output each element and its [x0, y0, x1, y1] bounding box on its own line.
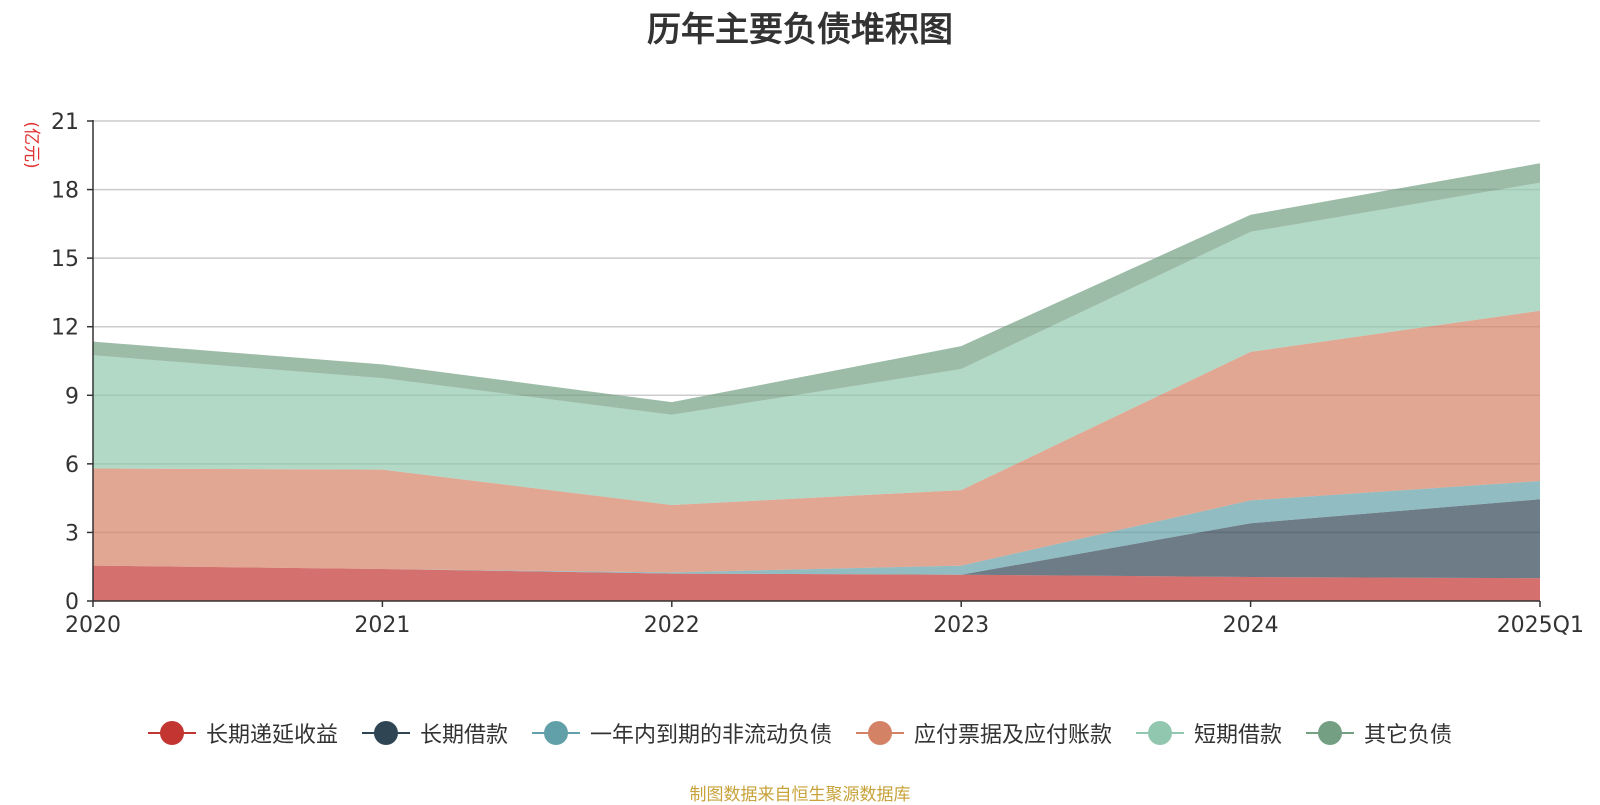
x-tick-label-5: 2025Q1: [1497, 613, 1584, 638]
x-tick-label-2: 2022: [644, 613, 700, 638]
legend-marker-icon: [1306, 720, 1355, 746]
x-tick-label-4: 2024: [1223, 613, 1279, 638]
legend-label: 短期借款: [1194, 723, 1283, 748]
legend-item-5[interactable]: 其它负债: [1306, 717, 1452, 749]
legend-marker-icon: [856, 720, 904, 746]
legend-item-1[interactable]: 长期借款: [361, 717, 508, 749]
legend-marker-icon: [531, 720, 580, 746]
legend-item-2[interactable]: 一年内到期的非流动负债: [531, 717, 832, 749]
x-tick-label-1: 2021: [354, 613, 410, 638]
legend-item-4[interactable]: 短期借款: [1136, 717, 1282, 749]
legend-label: 其它负债: [1364, 723, 1453, 748]
chart-legend: 长期递延收益 长期借款 一年内到期的非流动负债 应付票据及应付账款 短期借款 其它负债: [0, 718, 1600, 748]
legend-item-3[interactable]: 应付票据及应付账款: [856, 717, 1112, 749]
legend-marker-icon: [361, 720, 410, 746]
legend-label: 长期借款: [419, 723, 508, 748]
axes: 0 3 6 9 12 15 18 21 2020 2021 2022 2023 2024 2025Q1: [51, 110, 1584, 638]
area-series-4: [93, 182, 1540, 505]
y-tick-label-1: 3: [65, 521, 79, 546]
y-tick-label-4: 12: [51, 316, 79, 341]
chart-title: 历年主要负债堆积图: [647, 10, 953, 50]
y-tick-label-3: 9: [65, 384, 79, 409]
y-tick-label-7: 21: [51, 110, 79, 135]
x-tick-label-0: 2020: [65, 613, 121, 638]
source-note: 制图数据来自恒生聚源数据库: [689, 785, 911, 805]
y-tick-label-2: 6: [65, 453, 79, 478]
legend-label: 长期递延收益: [205, 723, 338, 748]
legend-label: 一年内到期的非流动负债: [589, 723, 832, 748]
legend-marker-icon: [1136, 720, 1185, 746]
area-series-0: [93, 565, 1540, 601]
legend-marker-icon: [147, 720, 196, 746]
y-axis-unit-label: (亿元): [21, 121, 41, 168]
y-tick-label-5: 15: [51, 247, 79, 272]
x-tick-label-3: 2023: [933, 613, 989, 638]
legend-label: 应付票据及应付账款: [914, 723, 1113, 748]
legend-item-0[interactable]: 长期递延收益: [147, 717, 338, 749]
y-tick-label-0: 0: [65, 590, 79, 615]
stacked-areas: [93, 163, 1540, 601]
y-tick-label-6: 18: [51, 179, 79, 204]
area-series-1: [93, 499, 1540, 579]
area-series-3: [93, 310, 1540, 573]
